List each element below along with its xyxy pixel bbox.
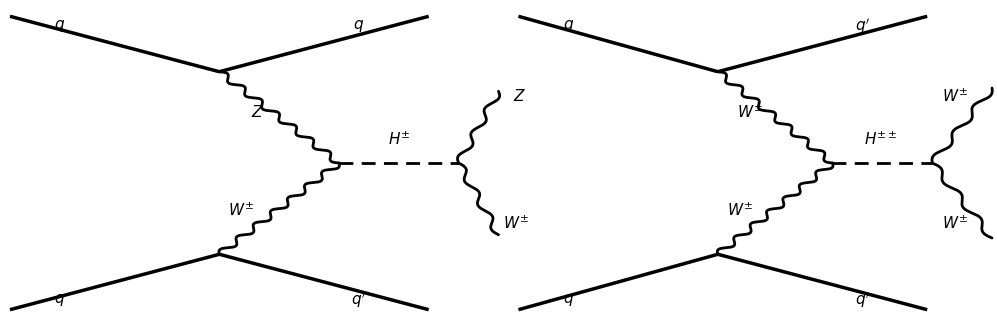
Text: $q$: $q$ xyxy=(353,18,365,34)
Text: $q'$: $q'$ xyxy=(854,16,870,36)
Text: $q$: $q$ xyxy=(54,292,66,308)
Text: $H^{\pm\pm}$: $H^{\pm\pm}$ xyxy=(863,131,897,148)
Text: $q$: $q$ xyxy=(54,18,66,34)
Text: $q'$: $q'$ xyxy=(351,290,367,310)
Text: $W^{\pm}$: $W^{\pm}$ xyxy=(737,104,763,121)
Text: $W^{\pm}$: $W^{\pm}$ xyxy=(727,201,753,219)
Text: $q$: $q$ xyxy=(562,292,574,308)
Text: $W^{\pm}$: $W^{\pm}$ xyxy=(228,201,254,219)
Text: $H^{\pm}$: $H^{\pm}$ xyxy=(388,131,410,148)
Text: $q$: $q$ xyxy=(562,18,574,34)
Text: $W^{\pm}$: $W^{\pm}$ xyxy=(942,215,968,232)
Text: $Z$: $Z$ xyxy=(251,104,264,121)
Text: $W^{\pm}$: $W^{\pm}$ xyxy=(503,215,529,232)
Text: $q'$: $q'$ xyxy=(854,290,870,310)
Text: $W^{\pm}$: $W^{\pm}$ xyxy=(942,87,968,105)
Text: $Z$: $Z$ xyxy=(513,88,526,104)
